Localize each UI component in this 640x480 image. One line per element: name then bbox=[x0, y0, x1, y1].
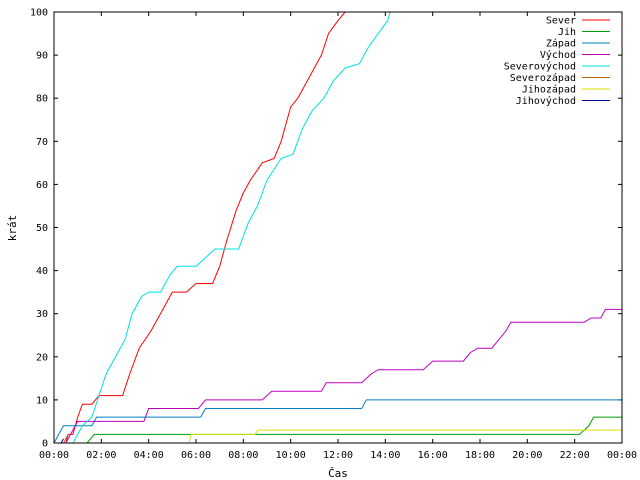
x-tick-label: 12:00 bbox=[323, 450, 353, 461]
x-tick-label: 04:00 bbox=[134, 450, 164, 461]
legend: SeverJihZápadVýchodSeverovýchodSeverozáp… bbox=[504, 16, 610, 107]
legend-label: Severovýchod bbox=[504, 61, 576, 73]
series-line bbox=[54, 416, 622, 444]
series-line bbox=[72, 11, 391, 444]
x-tick-label: 08:00 bbox=[228, 450, 258, 461]
y-axis-label: krát bbox=[6, 215, 19, 242]
y-tick-label: 40 bbox=[36, 266, 48, 277]
x-tick-label: 22:00 bbox=[560, 450, 590, 461]
legend-label: Sever bbox=[546, 16, 576, 27]
x-tick-label: 00:00 bbox=[39, 450, 69, 461]
y-tick-label: 80 bbox=[36, 94, 48, 105]
y-tick-label: 100 bbox=[30, 8, 48, 19]
legend-label: Východ bbox=[540, 49, 576, 61]
x-tick-label: 14:00 bbox=[370, 450, 400, 461]
y-tick-label: 10 bbox=[36, 395, 48, 406]
ticks-layer: 0 10 20 30 40 50 60 70 80 90 100 00:00 02:00 04:00 06:… bbox=[30, 8, 637, 462]
x-tick-label: 10:00 bbox=[276, 450, 306, 461]
legend-label: Jih bbox=[558, 27, 576, 38]
y-tick-label: 30 bbox=[36, 309, 48, 320]
x-tick-label: 18:00 bbox=[465, 450, 495, 461]
y-tick-label: 0 bbox=[42, 439, 48, 450]
plot-frame bbox=[53, 11, 623, 444]
x-tick-label: 02:00 bbox=[86, 450, 116, 461]
y-tick-label: 70 bbox=[36, 137, 48, 148]
x-tick-label: 00:00 bbox=[607, 450, 637, 461]
x-tick-label: 06:00 bbox=[181, 450, 211, 461]
series-line bbox=[65, 11, 346, 444]
legend-label: Jihovýchod bbox=[516, 95, 576, 107]
y-tick-label: 90 bbox=[36, 51, 48, 62]
y-tick-label: 60 bbox=[36, 180, 48, 191]
legend-label: Západ bbox=[546, 38, 576, 50]
series-line bbox=[53, 399, 622, 444]
y-tick-label: 50 bbox=[36, 223, 48, 234]
x-tick-label: 16:00 bbox=[418, 450, 448, 461]
series-layer bbox=[53, 11, 622, 444]
legend-label: Severozápad bbox=[510, 72, 576, 84]
series-line bbox=[54, 308, 622, 444]
x-tick-label: 20:00 bbox=[512, 450, 542, 461]
y-tick-label: 20 bbox=[36, 352, 48, 363]
x-axis-label: Čas bbox=[328, 467, 348, 480]
legend-label: Jihozápad bbox=[522, 84, 576, 96]
